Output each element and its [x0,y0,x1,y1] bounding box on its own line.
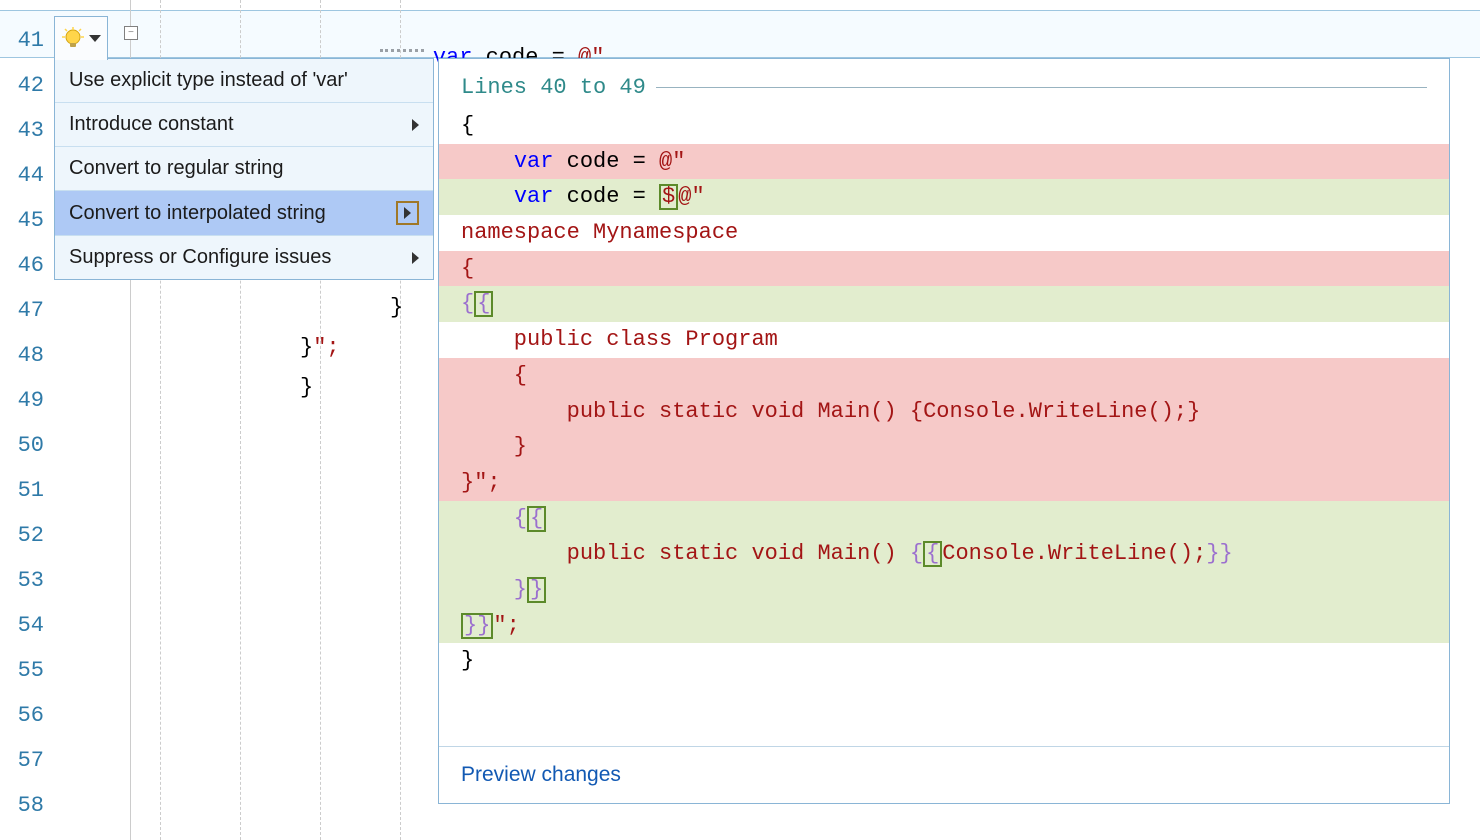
fold-toggle[interactable]: − [124,26,138,40]
code-line-49[interactable]: } [300,375,313,400]
line-number: 52 [0,515,52,555]
line-number: 49 [0,380,52,420]
line-number: 42 [0,65,52,105]
quickfix-menu-item[interactable]: Convert to regular string [55,146,433,190]
preview-body: Lines 40 to 49 { var code = @" var code … [439,59,1449,746]
code-line-47[interactable]: } [390,295,403,320]
chevron-right-icon [412,119,419,131]
diff-line-deleted: { [439,251,1449,287]
diff-line-added: var code = $@" [439,179,1449,215]
preview-panel: Lines 40 to 49 { var code = @" var code … [438,58,1450,804]
diff-line: public class Program [439,322,1449,358]
quickfix-menu: Use explicit type instead of 'var' Introd… [54,58,434,280]
code-suggestion-underline [380,48,424,52]
lightbulb-quickfix[interactable] [54,16,108,60]
line-number: 46 [0,245,52,285]
line-number: 50 [0,425,52,465]
preview-changes-link[interactable]: Preview changes [439,746,1449,803]
line-number: 56 [0,695,52,735]
diff-line: { [439,108,1449,144]
diff-line-added: }} [439,572,1449,608]
diff-line-added: }}"; [439,608,1449,644]
line-number: 44 [0,155,52,195]
diff-line: namespace Mynamespace [439,215,1449,251]
diff-line-added: public static void Main() {{Console.Writ… [439,536,1449,572]
menu-item-label: Use explicit type instead of 'var' [69,69,348,92]
menu-item-label: Convert to regular string [69,157,284,180]
submenu-indicator [396,201,419,225]
line-number: 54 [0,605,52,645]
diff-line-deleted: } [439,429,1449,465]
menu-item-label: Suppress or Configure issues [69,246,331,269]
chevron-right-icon [404,207,411,219]
diff-line-deleted: }"; [439,465,1449,501]
line-number: 41 [0,20,52,60]
quickfix-menu-item[interactable]: Introduce constant [55,102,433,146]
line-number: 58 [0,785,52,825]
diff-line-deleted: public static void Main() {Console.Write… [439,394,1449,430]
diff-line-deleted: { [439,358,1449,394]
diff-line: } [439,643,1449,679]
current-line-highlight [0,10,1480,58]
diff-line-added: {{ [439,501,1449,537]
quickfix-menu-item[interactable]: Suppress or Configure issues [55,235,433,279]
line-number: 48 [0,335,52,375]
menu-item-label: Introduce constant [69,113,234,136]
lightbulb-icon [61,27,85,51]
quickfix-menu-item[interactable]: Use explicit type instead of 'var' [55,59,433,102]
line-number: 47 [0,290,52,330]
line-number: 55 [0,650,52,690]
code-line-48[interactable]: }"; [300,335,340,360]
chevron-down-icon [89,35,101,42]
line-number: 45 [0,200,52,240]
quickfix-menu-item[interactable]: Convert to interpolated string [55,190,433,235]
diff-line-added: {{ [439,286,1449,322]
diff-line-deleted: var code = @" [439,144,1449,180]
chevron-right-icon [412,252,419,264]
menu-item-label: Convert to interpolated string [69,202,326,225]
preview-header: Lines 40 to 49 [439,69,1449,108]
line-number: 57 [0,740,52,780]
line-number: 43 [0,110,52,150]
preview-range-label: Lines 40 to 49 [461,75,646,100]
line-number: 51 [0,470,52,510]
line-number: 53 [0,560,52,600]
